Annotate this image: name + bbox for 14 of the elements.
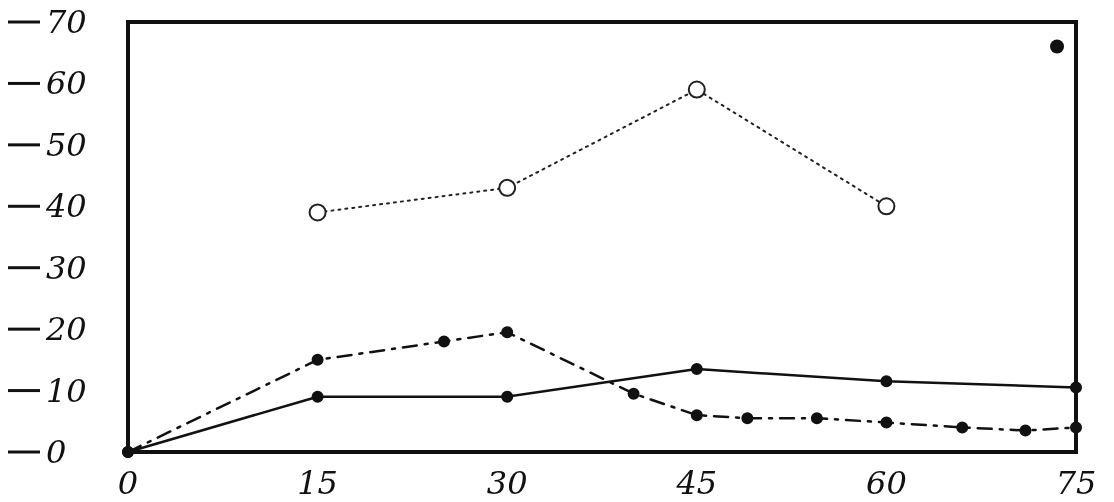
x-tick-label: 0 bbox=[117, 464, 139, 502]
y-tick-label: 20 bbox=[45, 310, 87, 349]
y-tick-label: 0 bbox=[46, 433, 67, 471]
y-tick-label: 70 bbox=[46, 3, 87, 41]
x-tick-label: 30 bbox=[486, 464, 528, 502]
x-tick-label: 75 bbox=[1055, 464, 1097, 502]
x-tick-label: 45 bbox=[675, 464, 718, 502]
y-tick-label: 10 bbox=[46, 371, 87, 410]
x-tick-label: 60 bbox=[866, 464, 907, 502]
y-tick-label: 40 bbox=[45, 187, 87, 226]
y-tick-label: 30 bbox=[46, 248, 87, 287]
x-tick-label: 15 bbox=[297, 464, 338, 502]
y-tick-label: 50 bbox=[46, 125, 87, 164]
y-tick-label: 60 bbox=[46, 64, 87, 103]
